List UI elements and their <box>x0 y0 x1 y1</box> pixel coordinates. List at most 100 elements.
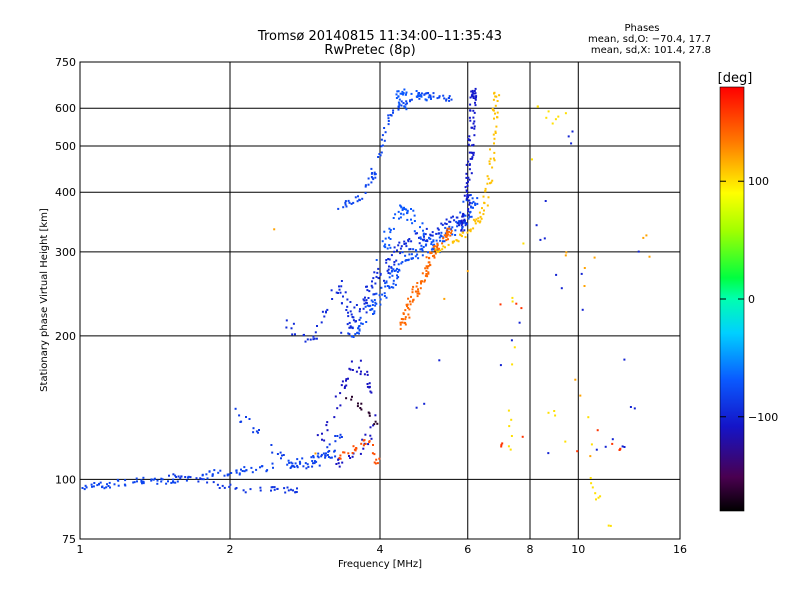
data-point <box>427 272 430 275</box>
data-point <box>425 265 428 268</box>
data-point <box>402 102 405 104</box>
data-point <box>423 235 425 238</box>
data-point <box>223 486 226 489</box>
data-point <box>424 92 427 95</box>
data-point <box>347 311 349 314</box>
data-point <box>421 249 424 252</box>
data-point <box>347 332 350 335</box>
data-point <box>390 254 393 257</box>
data-point <box>421 238 424 241</box>
data-point <box>373 271 376 274</box>
data-point <box>392 111 394 114</box>
data-point <box>438 96 441 99</box>
data-point <box>356 405 359 408</box>
data-point <box>337 458 340 461</box>
data-point <box>369 426 372 429</box>
data-point <box>359 308 361 311</box>
data-point <box>238 472 241 475</box>
data-point <box>403 88 406 91</box>
y-tick-label: 75 <box>62 533 76 546</box>
data-point <box>408 238 411 240</box>
colorbar-label: [deg] <box>718 71 753 86</box>
data-point <box>454 234 457 236</box>
data-point <box>474 220 477 223</box>
data-point <box>477 217 480 220</box>
data-point <box>464 214 467 217</box>
data-point <box>124 484 127 487</box>
data-point <box>397 95 400 98</box>
data-point <box>153 477 156 480</box>
data-point <box>446 234 449 237</box>
data-point <box>366 383 369 385</box>
data-point <box>413 230 416 233</box>
data-point <box>494 95 497 98</box>
data-point <box>455 239 458 242</box>
data-point <box>471 93 474 96</box>
data-point <box>400 245 403 248</box>
data-point <box>276 487 279 490</box>
data-point <box>219 469 222 472</box>
data-point <box>468 194 471 197</box>
data-point <box>409 303 412 306</box>
data-point <box>373 171 376 174</box>
data-point <box>404 106 407 109</box>
data-point <box>429 94 432 97</box>
data-point <box>370 308 373 311</box>
data-point <box>124 479 127 482</box>
data-point <box>462 212 465 215</box>
data-point <box>244 491 247 494</box>
data-point <box>590 482 593 485</box>
data-point <box>362 444 365 447</box>
data-point <box>340 384 343 387</box>
data-point <box>441 240 444 243</box>
data-point <box>564 254 567 257</box>
data-point <box>396 249 398 252</box>
data-point <box>393 263 396 266</box>
data-point <box>152 478 155 481</box>
data-point <box>492 133 495 136</box>
data-point <box>354 333 357 336</box>
data-point <box>108 481 111 484</box>
data-point <box>354 196 357 199</box>
data-point <box>439 239 442 242</box>
plot-frame <box>79 61 681 540</box>
data-point <box>103 487 106 490</box>
data-point <box>358 329 361 332</box>
data-point <box>406 211 409 214</box>
data-point <box>369 304 372 307</box>
data-point <box>365 302 368 304</box>
data-point <box>400 104 403 107</box>
data-point <box>453 219 456 222</box>
data-point <box>168 474 170 477</box>
colorbar-tick-label: 0 <box>748 293 755 306</box>
data-point <box>371 280 373 283</box>
data-point <box>312 338 315 341</box>
data-point <box>633 407 636 410</box>
data-point <box>404 318 407 321</box>
x-tick-label: 8 <box>527 543 534 556</box>
data-point <box>419 236 422 239</box>
data-point <box>468 151 471 154</box>
data-point <box>409 248 412 251</box>
data-point <box>458 224 460 227</box>
data-point <box>472 95 475 98</box>
data-point <box>423 280 426 283</box>
data-point <box>235 471 238 474</box>
data-point <box>303 334 305 337</box>
data-point <box>354 320 357 323</box>
data-point <box>296 458 299 461</box>
data-point <box>398 98 401 101</box>
data-point <box>607 524 610 527</box>
data-point <box>402 312 405 315</box>
data-point <box>414 290 417 293</box>
data-point <box>399 327 402 330</box>
data-point <box>450 216 453 219</box>
data-point <box>446 227 449 230</box>
data-point <box>407 258 410 261</box>
data-point <box>334 435 337 437</box>
data-point <box>471 89 474 92</box>
data-point <box>266 469 269 472</box>
data-point <box>176 480 179 483</box>
data-point <box>355 447 358 450</box>
data-point <box>467 208 470 210</box>
